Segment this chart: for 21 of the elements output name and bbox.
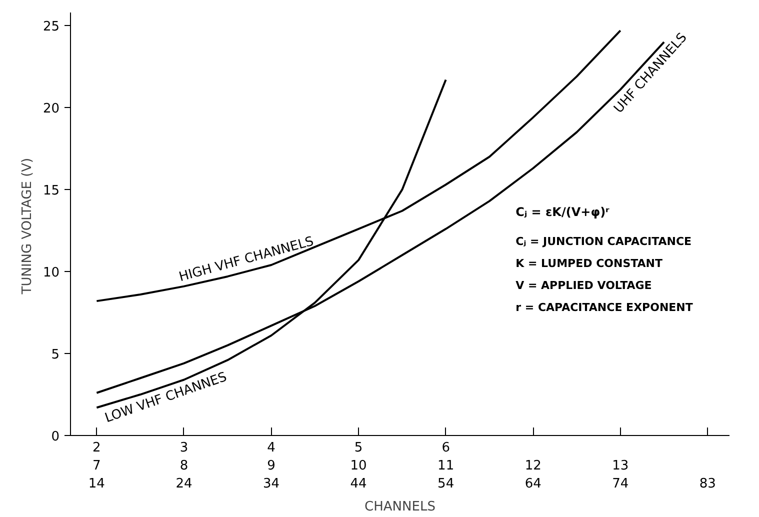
annotation: V = APPLIED VOLTAGE [516,279,652,292]
x-tick-label: 2 7 14 [88,440,105,492]
y-tick-label: 0 [51,430,60,444]
x-tick-label: 6 11 54 [438,440,454,492]
annotation: Cⱼ = JUNCTION CAPACITANCE [516,234,692,248]
y-tick-label: 25 [42,20,60,35]
annotation: K = LUMPED CONSTANT [516,256,664,270]
annotation: Cⱼ = εK/(V+φ)ʳ [516,205,610,220]
y-tick-label: 20 [42,102,60,117]
y-axis-title: TUNING VOLTAGE (V) [20,158,35,296]
y-tick-label: 15 [42,184,60,199]
x-axis-title: CHANNELS [364,500,436,514]
x-tick-label: 13 74 [612,458,629,492]
y-tick-label: 5 [51,348,60,363]
x-tick-label: 5 10 44 [350,440,367,492]
x-tick-label: 4 9 34 [262,440,280,492]
x-tick-label: 83 [699,476,716,492]
y-tick-label: 10 [42,266,60,281]
annotation: r = CAPACITANCE EXPONENT [516,301,694,314]
x-tick-label: 3 8 24 [176,440,192,492]
x-tick-label: 12 64 [524,458,542,492]
